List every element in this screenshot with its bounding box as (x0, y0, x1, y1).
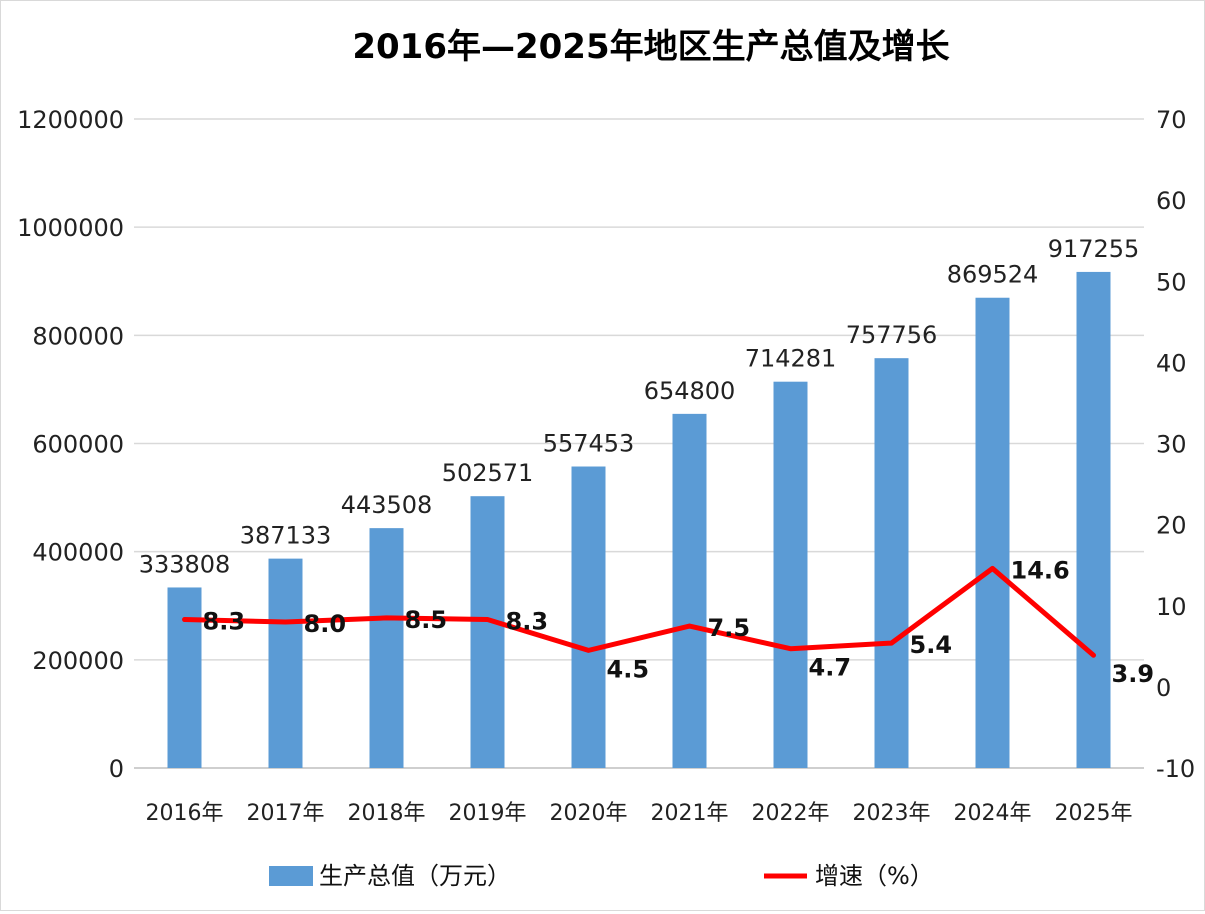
left-tick-label: 0 (109, 755, 124, 783)
right-tick-label: -10 (1156, 755, 1195, 783)
category-label: 2016年 (146, 801, 224, 826)
line-value-label: 8.3 (203, 608, 246, 636)
bar-value-label: 714281 (745, 345, 837, 373)
bar-value-label: 654800 (644, 377, 736, 405)
bar (369, 528, 404, 768)
line-value-label: 5.4 (910, 631, 953, 659)
line-value-label: 8.3 (506, 608, 549, 636)
right-tick-label: 10 (1156, 593, 1187, 621)
bar (672, 413, 707, 768)
category-label: 2024年 (954, 801, 1032, 826)
category-label: 2020年 (550, 801, 628, 826)
bar (975, 297, 1010, 768)
category-label: 2019年 (449, 801, 527, 826)
bar (268, 558, 303, 768)
bar (571, 466, 606, 768)
left-tick-label: 600000 (32, 431, 124, 459)
line-value-label: 8.0 (304, 610, 347, 638)
bar-value-label: 757756 (846, 321, 938, 349)
category-label: 2022年 (752, 801, 830, 826)
bar (874, 358, 909, 768)
bar (1076, 271, 1111, 768)
line-value-label: 3.9 (1112, 660, 1155, 688)
bar (167, 587, 202, 768)
bars (167, 271, 1111, 768)
right-tick-label: 60 (1156, 187, 1187, 215)
left-tick-label: 800000 (32, 322, 124, 350)
legend: 生产总值（万元） 增速（%） (269, 862, 934, 890)
legend-bar-swatch (269, 866, 313, 886)
right-tick-label: 70 (1156, 106, 1187, 134)
bar (773, 381, 808, 768)
bar-value-label: 443508 (341, 491, 433, 519)
category-label: 2021年 (651, 801, 729, 826)
right-tick-label: 30 (1156, 431, 1187, 459)
bar-value-label: 502571 (442, 459, 534, 487)
bar-value-label: 557453 (543, 430, 635, 458)
left-axis-ticks: 0 200000 400000 600000 800000 1000000 1200000 (17, 106, 124, 783)
left-tick-label: 1200000 (17, 106, 124, 134)
growth-line-path (182, 565, 1096, 658)
right-tick-label: 20 (1156, 512, 1187, 540)
bar-value-label: 869524 (947, 261, 1039, 289)
bar-data-labels: 333808 387133 443508 502571 557453 654800 7142… (139, 235, 1140, 579)
growth-line (182, 565, 1096, 658)
category-label: 2025年 (1055, 801, 1133, 826)
right-axis-ticks: -10 0 10 20 30 40 50 60 70 (1156, 106, 1195, 783)
bar (470, 496, 505, 768)
bar-value-label: 387133 (240, 522, 332, 550)
category-label: 2018年 (348, 801, 426, 826)
left-tick-label: 400000 (32, 539, 124, 567)
category-labels: 2016年 2017年 2018年 2019年 2020年 2021年 2022年 2023年… (146, 801, 1133, 826)
bar-value-label: 333808 (139, 550, 231, 578)
right-tick-label: 50 (1156, 268, 1187, 296)
left-tick-label: 200000 (32, 647, 124, 675)
legend-bar-label: 生产总值（万元） (319, 862, 511, 890)
line-value-label: 7.5 (708, 614, 751, 642)
line-value-label: 14.6 (1011, 556, 1070, 584)
right-tick-label: 40 (1156, 349, 1187, 377)
line-data-labels: 8.3 8.0 8.5 8.3 4.5 7.5 4.7 5.4 14.6 3.9 (203, 556, 1155, 688)
line-value-label: 4.5 (607, 655, 650, 683)
chart-title: 2016年—2025年地区生产总值及增长 (352, 27, 949, 67)
line-value-label: 4.7 (809, 654, 852, 682)
right-tick-label: 0 (1156, 674, 1171, 702)
category-label: 2017年 (247, 801, 325, 826)
line-value-label: 8.5 (405, 606, 448, 634)
left-tick-label: 1000000 (17, 214, 124, 242)
legend-line-label: 增速（%） (815, 862, 934, 890)
bar-value-label: 917255 (1048, 235, 1140, 263)
category-label: 2023年 (853, 801, 931, 826)
